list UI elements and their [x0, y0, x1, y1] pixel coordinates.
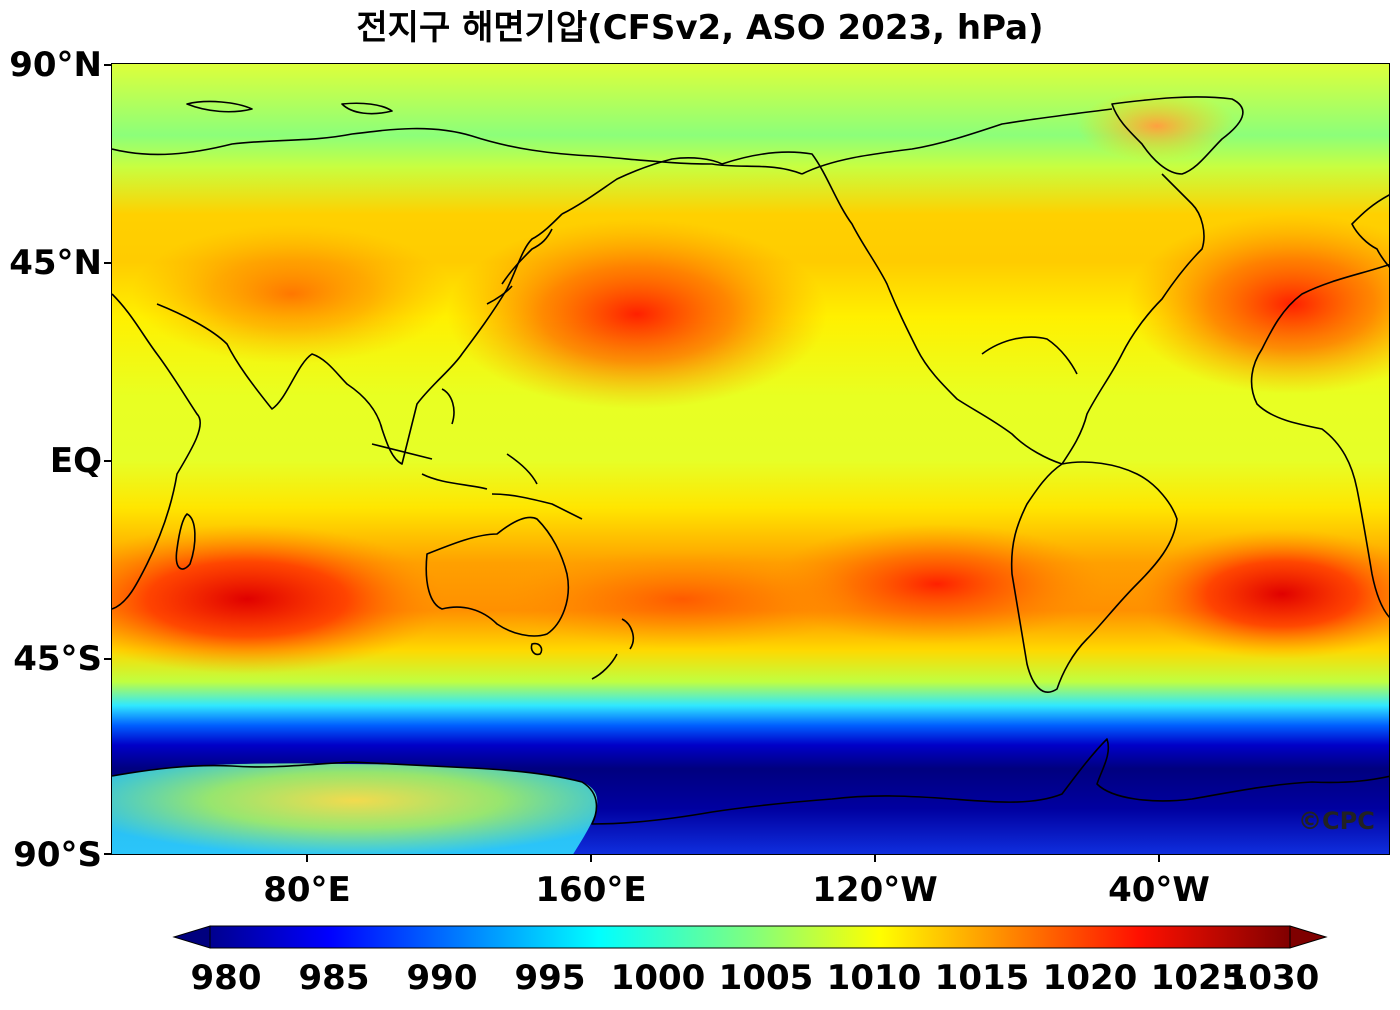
colorbar-gradient [209, 925, 1291, 949]
colorbar [172, 925, 1328, 949]
siberian-high [132, 224, 452, 364]
colorbar-tick-label: 985 [298, 958, 370, 998]
lat-tick [104, 262, 111, 264]
colorbar-tick-label: 1010 [826, 958, 922, 998]
lon-label-40w: 40°W [1108, 870, 1210, 910]
lon-tick [306, 855, 308, 862]
lat-tick [104, 853, 111, 855]
lat-label-45n: 45°N [9, 243, 102, 283]
lat-tick [104, 64, 111, 66]
colorbar-extend-max [1289, 925, 1328, 949]
colorbar-tick-label: 990 [406, 958, 478, 998]
indian-ocean-high [112, 524, 447, 674]
lat-label-eq: EQ [49, 441, 102, 481]
lat-label-45s: 45°S [13, 639, 102, 679]
lon-label-160e: 160°E [535, 870, 647, 910]
north-pacific-high [447, 219, 827, 409]
cpc-credit: ©CPC [1298, 807, 1375, 835]
colorbar-tick-label: 1025 [1150, 958, 1246, 998]
colorbar-extend-min [172, 925, 211, 949]
colorbar-tick-label: 1020 [1042, 958, 1138, 998]
coastlines [112, 96, 1389, 825]
lon-label-80e: 80°E [263, 870, 351, 910]
lat-label-90s: 90°S [13, 835, 102, 875]
greenland-high [1077, 91, 1237, 161]
south-pacific-ridge [502, 549, 862, 649]
map-svg [112, 64, 1389, 854]
colorbar-tick-label: 1015 [934, 958, 1030, 998]
pressure-field [112, 64, 1389, 854]
colorbar-tick-label: 1005 [718, 958, 814, 998]
lat-tick [104, 460, 111, 462]
antarctic-plateau [112, 763, 598, 854]
colorbar-tick-label: 1000 [610, 958, 706, 998]
lat-label-90n: 90°N [9, 45, 102, 85]
colorbar-tick-label: 995 [514, 958, 586, 998]
map-title: 전지구 해면기압(CFSv2, ASO 2023, hPa) [356, 8, 1044, 48]
lon-tick [590, 855, 592, 862]
sea-level-pressure-map [111, 63, 1390, 855]
lon-label-120w: 120°W [812, 870, 938, 910]
lat-tick [104, 658, 111, 660]
colorbar-tick-label: 1030 [1224, 958, 1320, 998]
lon-tick [874, 855, 876, 862]
colorbar-tick-label: 980 [190, 958, 262, 998]
lon-tick [1158, 855, 1160, 862]
south-atlantic-high [1132, 529, 1389, 659]
